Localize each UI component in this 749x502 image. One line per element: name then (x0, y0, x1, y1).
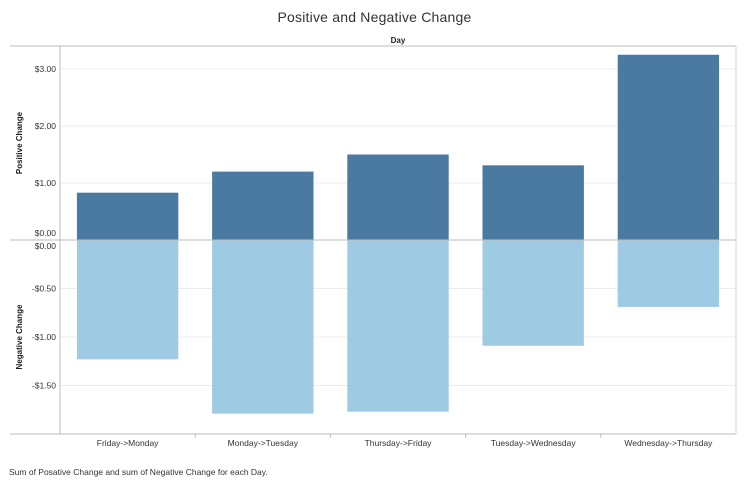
bar (482, 240, 584, 346)
labels: Day $0.00 $1.00 $2.00 $3.00 Positive Change $0… (15, 36, 713, 448)
x-tick-label: Tuesday->Wednesday (491, 438, 577, 448)
y-tick-label: $2.00 (35, 121, 57, 131)
y-tick-label: -$1.50 (32, 381, 56, 391)
bar (212, 171, 314, 240)
bar (76, 240, 179, 360)
y-tick-label: $0.00 (35, 241, 57, 251)
y-axis-title: Positive Change (15, 111, 24, 174)
y-tick-label: -$0.50 (32, 284, 56, 294)
chart-caption: Sum of Posative Change and sum of Negati… (9, 467, 268, 477)
y-tick-label: $0.00 (35, 228, 57, 238)
column-header: Day (391, 36, 406, 45)
x-tick-label: Wednesday->Thursday (624, 438, 713, 448)
x-tick-label: Thursday->Friday (365, 438, 433, 448)
y-axis-title: Negative Change (15, 304, 24, 369)
bar (76, 192, 179, 240)
y-tick-label: $3.00 (35, 64, 57, 74)
bar (347, 240, 449, 412)
x-tick-label: Friday->Monday (97, 438, 159, 448)
chart-title: Positive and Negative Change (277, 9, 472, 25)
y-tick-label: -$1.00 (32, 332, 56, 342)
bar (617, 54, 720, 240)
y-tick-label: $1.00 (35, 178, 57, 188)
bar (617, 240, 720, 307)
bar (347, 154, 449, 240)
chart-frame (10, 45, 737, 438)
bar (482, 165, 584, 240)
bar (212, 240, 314, 414)
x-tick-label: Monday->Tuesday (228, 438, 299, 448)
bars (76, 54, 720, 414)
